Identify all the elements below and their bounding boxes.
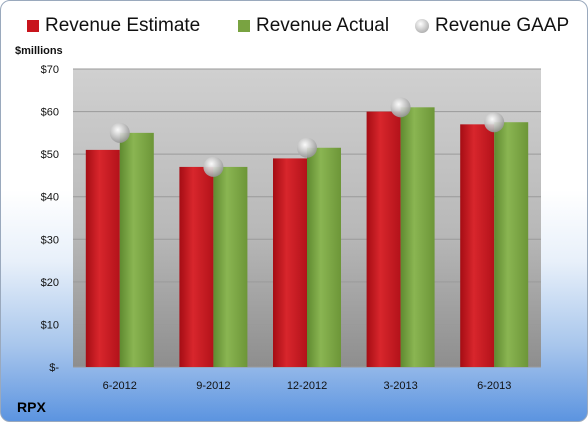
legend-label-actual: Revenue Actual xyxy=(256,15,390,36)
y-tick-label: $- xyxy=(49,362,59,374)
y-axis-unit-label: $millions xyxy=(15,45,63,57)
gaap-marker-9-2012 xyxy=(203,156,224,177)
y-tick-label: $10 xyxy=(41,319,59,331)
legend-marker-gaap xyxy=(415,19,429,33)
bar-actual-3-2013 xyxy=(400,107,435,368)
bar-actual-6-2013 xyxy=(494,122,529,367)
bar-actual-9-2012 xyxy=(213,166,248,367)
gaap-marker-12-2012 xyxy=(297,137,317,158)
legend: Revenue Estimate Revenue Actual Revenue … xyxy=(21,15,581,43)
legend-swatch-actual xyxy=(238,20,250,32)
y-tick-label: $20 xyxy=(41,277,59,289)
company-ticker: RPX xyxy=(17,399,46,415)
y-tick-label: $60 xyxy=(41,107,59,119)
x-tick-label: 9-2012 xyxy=(196,380,230,392)
legend-item-actual: Revenue Actual xyxy=(238,15,389,37)
x-tick-label: 3-2013 xyxy=(383,380,417,392)
y-tick-label: $50 xyxy=(41,149,59,161)
bars xyxy=(85,107,529,368)
y-tick-label: $40 xyxy=(41,192,59,204)
bar-estimate-6-2012 xyxy=(85,149,120,367)
y-tick-label: $30 xyxy=(41,234,59,246)
legend-item-gaap: Revenue GAAP xyxy=(415,15,569,37)
legend-swatch-estimate xyxy=(27,20,39,32)
bar-estimate-3-2013 xyxy=(366,111,401,367)
legend-label-estimate: Revenue Estimate xyxy=(45,15,201,36)
gaap-marker-6-2012 xyxy=(109,122,130,143)
bar-estimate-9-2012 xyxy=(179,166,214,367)
y-axis-ticks: $- $10 $20 $30 $40 $50 $60 $70 xyxy=(41,64,60,374)
x-tick-label: 6-2012 xyxy=(103,380,137,392)
y-tick-label: $70 xyxy=(41,64,59,76)
x-tick-label: 12-2012 xyxy=(287,380,327,392)
legend-item-estimate: Revenue Estimate xyxy=(27,15,200,37)
x-tick-label: 6-2013 xyxy=(477,380,511,392)
bar-estimate-6-2013 xyxy=(460,124,495,367)
gaap-markers xyxy=(109,97,505,177)
gaap-marker-3-2013 xyxy=(390,97,411,118)
gaap-marker-6-2013 xyxy=(484,112,505,133)
x-axis-ticks: 6-2012 9-2012 12-2012 3-2013 6-2013 xyxy=(103,380,512,392)
legend-label-gaap: Revenue GAAP xyxy=(435,15,570,36)
bar-estimate-12-2012 xyxy=(273,158,307,367)
bar-actual-12-2012 xyxy=(307,147,341,367)
bar-actual-6-2012 xyxy=(119,132,154,367)
